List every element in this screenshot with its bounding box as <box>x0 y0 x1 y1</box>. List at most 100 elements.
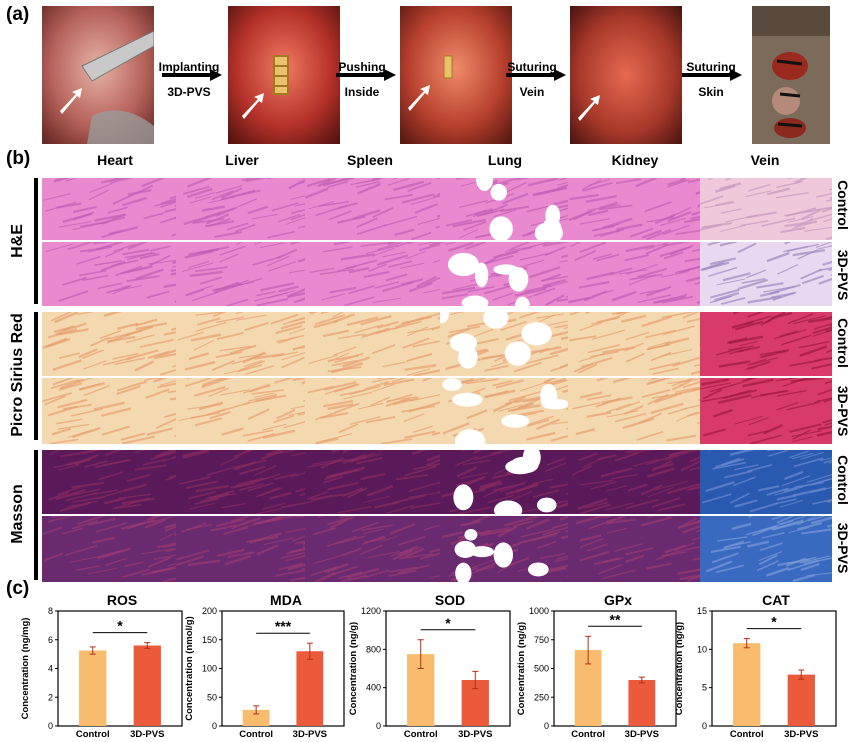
histology-tile <box>305 516 440 582</box>
significance-stars: * <box>771 614 777 630</box>
histology-tile <box>176 516 305 582</box>
row-label-3d-pvs: 3D-PVS <box>835 385 851 437</box>
x-category-label: 3D-PVS <box>130 729 164 740</box>
row-label-control: Control <box>835 455 851 505</box>
chart-title-sod: SOD <box>434 592 466 608</box>
y-tick-label: 2 <box>48 692 53 702</box>
row-label-3d-pvs: 3D-PVS <box>835 522 851 574</box>
stain-bracket-picro <box>34 312 38 440</box>
x-category-label: Control <box>730 729 764 740</box>
x-category-label: Control <box>404 729 438 740</box>
y-tick-label: 0 <box>544 721 549 731</box>
y-tick-label: 500 <box>534 664 549 674</box>
histology-tile <box>42 450 176 514</box>
significance-stars: ** <box>610 611 621 627</box>
x-category-label: 3D-PVS <box>625 729 659 740</box>
histology-tile <box>305 450 440 514</box>
histology-tile <box>42 242 176 306</box>
histology-tile <box>568 178 700 240</box>
y-tick-label: 15 <box>697 606 707 616</box>
y-tick-label: 200 <box>202 606 217 616</box>
bar-control <box>733 643 761 726</box>
histology-tile <box>305 178 440 240</box>
arrow-right-icon <box>336 69 396 81</box>
histology-tile <box>176 378 305 444</box>
histology-tile <box>440 450 568 514</box>
y-tick-label: 150 <box>202 635 217 645</box>
histology-tile <box>568 378 700 444</box>
chart-title-ros: ROS <box>106 592 138 608</box>
arrow-right-icon <box>506 69 566 81</box>
y-tick-label: 8 <box>48 606 53 616</box>
surgery-photo-1 <box>42 6 154 144</box>
histology-tile <box>176 450 305 514</box>
histology-tile <box>305 242 440 306</box>
row-label-control: Control <box>835 180 851 230</box>
column-title-kidney: Kidney <box>611 152 659 168</box>
step-4-caption: Suturing Skin <box>686 60 736 99</box>
column-title-liver: Liver <box>225 152 259 168</box>
y-axis-label: Concentration (nmol/g) <box>184 616 195 721</box>
histology-tile <box>305 378 440 444</box>
x-category-label: 3D-PVS <box>784 729 818 740</box>
stain-label-he: H&E <box>9 224 26 258</box>
x-category-label: Control <box>571 729 605 740</box>
histology-tile <box>42 378 176 444</box>
y-tick-label: 10 <box>697 644 707 654</box>
chart-title-cat: CAT <box>762 592 790 608</box>
bar-3d-pvs <box>296 651 324 726</box>
y-tick-label: 0 <box>212 721 217 731</box>
y-tick-label: 100 <box>202 664 217 674</box>
histology-tile <box>568 516 700 582</box>
y-tick-label: 1000 <box>529 606 549 616</box>
panel-c-letter: (c) <box>6 578 30 599</box>
x-category-label: Control <box>239 729 273 740</box>
panel-a-letter: (a) <box>6 4 30 25</box>
bar-3d-pvs <box>787 674 815 726</box>
significance-stars: * <box>117 618 123 634</box>
bar-control <box>242 709 270 726</box>
step-1-caption: Implanting 3D-PVS <box>158 60 220 99</box>
y-tick-label: 250 <box>534 692 549 702</box>
histology-tile <box>700 178 832 240</box>
y-axis-label: Concentration (ng/g) <box>516 622 527 715</box>
histology-tile <box>42 178 176 240</box>
surgery-photo-4 <box>570 6 682 144</box>
x-category-label: 3D-PVS <box>458 729 492 740</box>
y-tick-label: 1200 <box>361 606 381 616</box>
stain-bracket-he <box>34 178 38 304</box>
y-tick-label: 4 <box>48 664 53 674</box>
histology-tile <box>700 312 832 376</box>
column-title-heart: Heart <box>97 152 133 168</box>
panel-b-letter: (b) <box>6 148 31 169</box>
y-tick-label: 750 <box>534 635 549 645</box>
histology-tile <box>700 378 832 444</box>
chart-frame <box>711 610 837 727</box>
bar-3d-pvs <box>133 645 161 726</box>
surgery-photo-3 <box>400 6 512 144</box>
row-label-3d-pvs: 3D-PVS <box>835 249 851 301</box>
y-tick-label: 0 <box>702 721 707 731</box>
histology-tile <box>440 242 568 306</box>
x-category-label: Control <box>76 729 110 740</box>
histology-tile <box>176 242 305 306</box>
y-tick-label: 0 <box>48 721 53 731</box>
chart-frame <box>553 610 677 727</box>
arrow-right-icon <box>682 69 742 81</box>
y-tick-label: 6 <box>48 635 53 645</box>
step-2-caption: Pushing Inside <box>338 60 386 99</box>
histology-tile <box>176 178 305 240</box>
y-axis-label: Concentration (ng/g) <box>348 622 359 715</box>
histology-tile <box>568 242 700 306</box>
histology-tile <box>440 378 568 444</box>
histology-tile <box>700 516 832 582</box>
significance-stars: * <box>445 615 451 631</box>
bar-3d-pvs <box>628 680 656 726</box>
y-tick-label: 400 <box>366 683 381 693</box>
arrow-right-icon <box>162 69 222 81</box>
histology-tile <box>700 450 832 514</box>
column-title-vein: Vein <box>750 152 780 168</box>
histology-tile <box>440 312 568 376</box>
histology-tile <box>42 516 176 582</box>
chart-title-mda: MDA <box>270 592 302 608</box>
